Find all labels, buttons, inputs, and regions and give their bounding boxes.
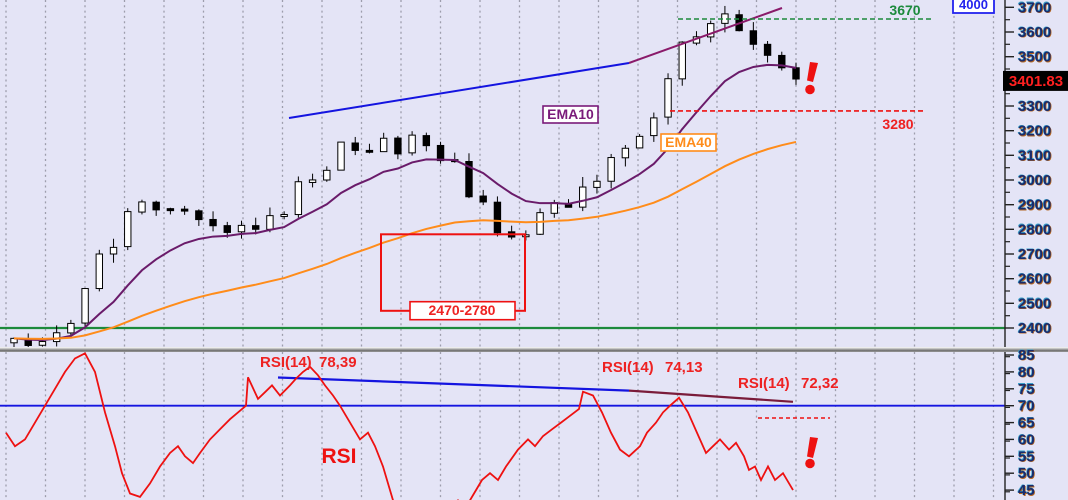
svg-text:2600: 2600 xyxy=(1018,271,1051,288)
svg-text:80: 80 xyxy=(1018,364,1035,381)
svg-text:4000: 4000 xyxy=(959,0,988,12)
svg-text:RSI(14): RSI(14) xyxy=(602,359,654,376)
svg-text:EMA40: EMA40 xyxy=(665,134,712,150)
svg-text:74,13: 74,13 xyxy=(665,359,703,376)
svg-text:RSI(14): RSI(14) xyxy=(260,354,312,371)
svg-text:3300: 3300 xyxy=(1018,98,1051,115)
svg-text:3000: 3000 xyxy=(1018,172,1051,189)
svg-text:2400: 2400 xyxy=(1018,320,1051,337)
svg-text:3200: 3200 xyxy=(1018,123,1051,140)
svg-text:3600: 3600 xyxy=(1018,24,1051,41)
svg-text:2800: 2800 xyxy=(1018,221,1051,238)
svg-text:2900: 2900 xyxy=(1018,197,1051,214)
svg-text:2700: 2700 xyxy=(1018,246,1051,263)
svg-text:3280: 3280 xyxy=(882,116,913,132)
svg-text:3670: 3670 xyxy=(889,2,920,18)
svg-text:3700: 3700 xyxy=(1018,0,1051,16)
svg-text:45: 45 xyxy=(1018,482,1035,499)
svg-text:50: 50 xyxy=(1018,465,1035,482)
svg-text:70: 70 xyxy=(1018,398,1035,415)
svg-text:75: 75 xyxy=(1018,381,1035,398)
svg-text:55: 55 xyxy=(1018,448,1035,465)
svg-text:RSI: RSI xyxy=(321,445,356,468)
svg-text:3500: 3500 xyxy=(1018,49,1051,66)
svg-text:3401.83: 3401.83 xyxy=(1009,73,1063,90)
svg-text:65: 65 xyxy=(1018,415,1035,432)
svg-text:RSI(14): RSI(14) xyxy=(738,375,790,392)
svg-text:85: 85 xyxy=(1018,347,1035,364)
svg-text:EMA10: EMA10 xyxy=(547,106,594,122)
svg-text:72,32: 72,32 xyxy=(801,375,839,392)
svg-text:2500: 2500 xyxy=(1018,295,1051,312)
svg-text:3100: 3100 xyxy=(1018,147,1051,164)
svg-text:78,39: 78,39 xyxy=(319,354,357,371)
svg-text:60: 60 xyxy=(1018,431,1035,448)
svg-text:2470-2780: 2470-2780 xyxy=(429,302,496,318)
